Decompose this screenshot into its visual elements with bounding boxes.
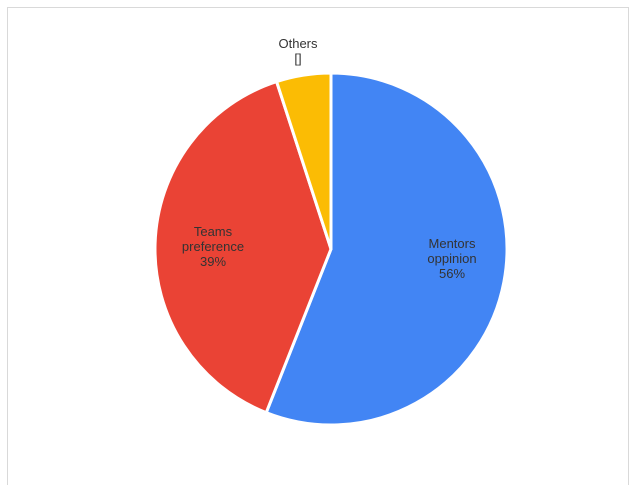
pie-slice-teams [153, 80, 333, 415]
pie-slice-mentors [264, 71, 509, 427]
pie-slice-others [275, 71, 333, 251]
slice-label-others: Others[] [278, 36, 318, 66]
slice-label-teams: Teams preference 39% [182, 224, 244, 269]
slice-label-mentors: Mentors oppinion 56% [427, 236, 476, 281]
